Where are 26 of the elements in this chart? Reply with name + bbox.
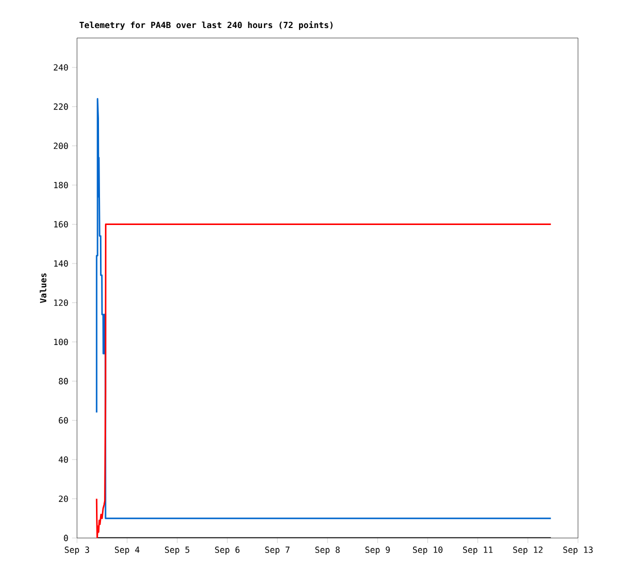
x-tick-label: Sep 13 — [563, 546, 593, 555]
y-tick-label: 0 — [64, 534, 68, 542]
y-tick-label: 100 — [54, 338, 68, 346]
x-tick-label: Sep 11 — [463, 546, 493, 555]
y-tick-label: 160 — [54, 221, 68, 228]
y-tick-label: 120 — [54, 300, 68, 306]
chart-title: Telemetry for PA4B over last 240 hours (72 points) — [80, 21, 333, 30]
x-tick-label: Sep 8 — [315, 546, 340, 555]
y-tick-label: 20 — [58, 496, 68, 502]
y-tick-label: 140 — [54, 260, 68, 267]
y-axis-title: Values — [40, 273, 46, 304]
y-tick-label: 40 — [58, 456, 68, 463]
y-tick-label: 220 — [54, 103, 68, 110]
x-tick-label: Sep 7 — [265, 546, 290, 555]
x-tick-label: Sep 10 — [412, 546, 442, 555]
x-tick-label: Sep 4 — [114, 546, 140, 555]
x-tick-label: Sep 5 — [165, 546, 190, 555]
y-tick-label: 180 — [54, 182, 68, 188]
x-tick-label: Sep 12 — [513, 546, 542, 555]
y-tick-label: 240 — [54, 64, 68, 71]
y-tick-label: 200 — [54, 142, 68, 150]
x-tick-label: Sep 3 — [64, 546, 90, 555]
x-tick-label: Sep 6 — [215, 546, 240, 555]
y-tick-label: 80 — [58, 378, 68, 384]
x-tick-label: Sep 9 — [365, 546, 390, 555]
y-tick-label: 60 — [58, 417, 68, 424]
